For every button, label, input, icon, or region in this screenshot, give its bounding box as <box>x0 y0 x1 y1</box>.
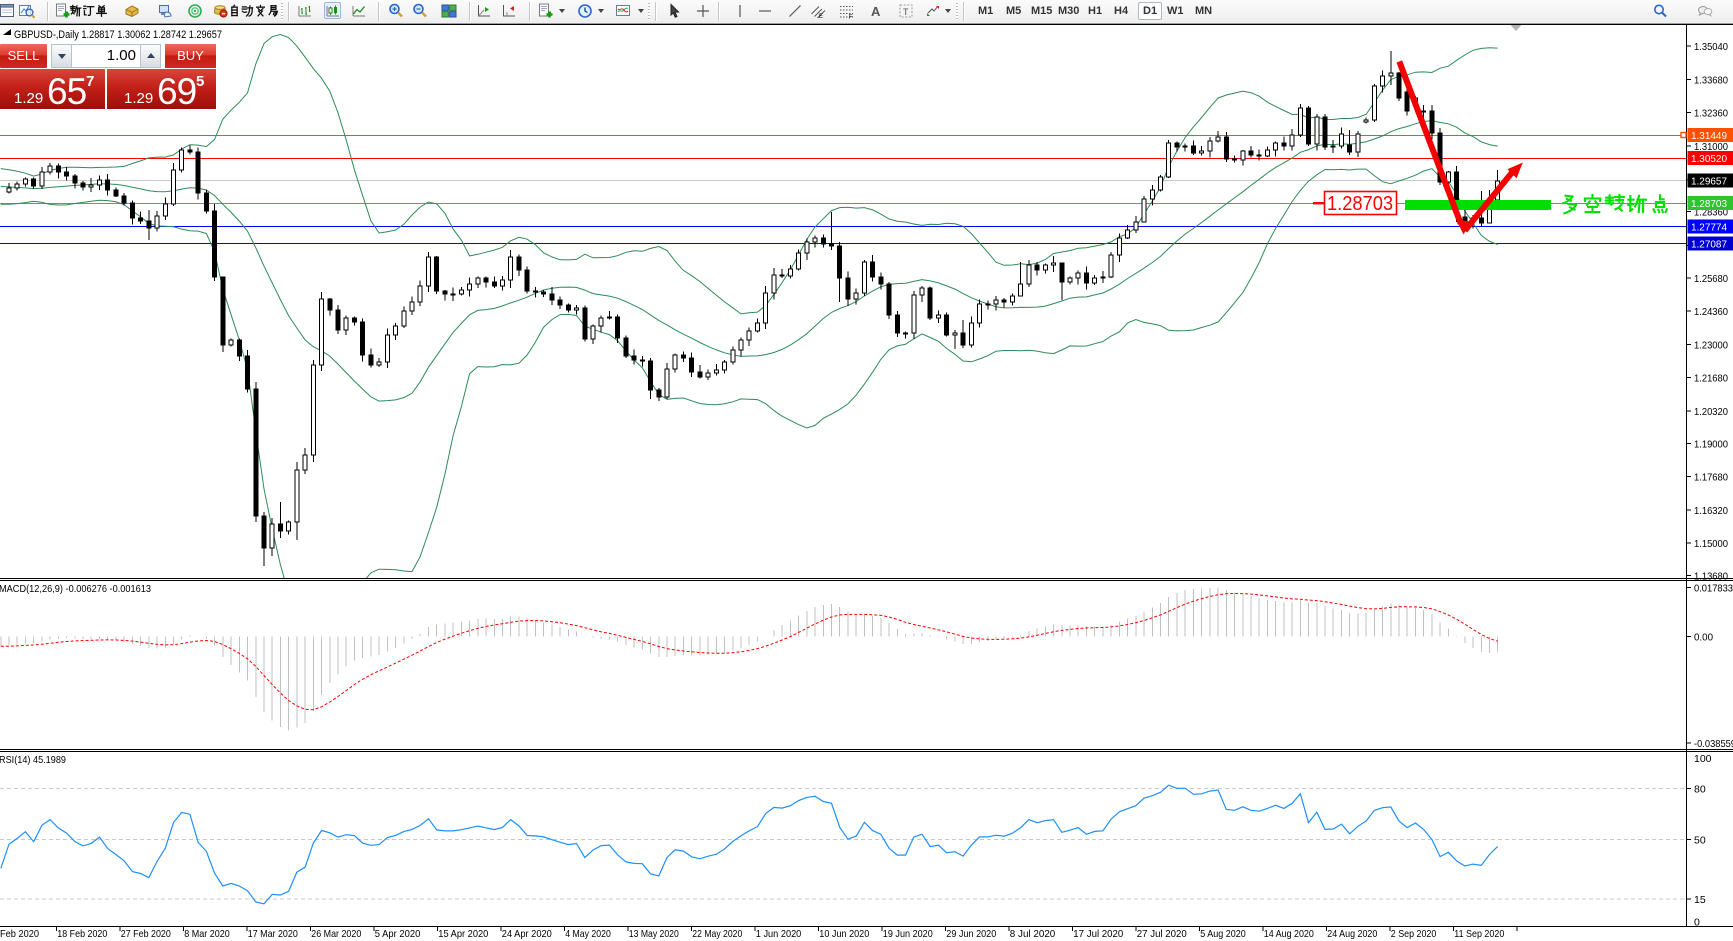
svg-text:1.23000: 1.23000 <box>1694 340 1728 352</box>
svg-text:1.19000: 1.19000 <box>1694 439 1728 451</box>
svg-text:27 Jul 2020: 27 Jul 2020 <box>1137 928 1187 940</box>
svg-text:T: T <box>903 7 909 17</box>
svg-text:100: 100 <box>1694 753 1712 765</box>
svg-text:1.20320: 1.20320 <box>1694 406 1728 418</box>
svg-text:24 Apr 2020: 24 Apr 2020 <box>502 928 552 940</box>
svg-text:5 Apr 2020: 5 Apr 2020 <box>375 928 421 940</box>
svg-text:8 Mar 2020: 8 Mar 2020 <box>184 928 230 940</box>
svg-text:1.31449: 1.31449 <box>1691 130 1727 142</box>
svg-text:1.25680: 1.25680 <box>1694 273 1728 285</box>
svg-text:22 May 2020: 22 May 2020 <box>692 928 742 940</box>
svg-text:RSI(14) 45.1989: RSI(14) 45.1989 <box>0 754 66 766</box>
svg-text:26 Mar 2020: 26 Mar 2020 <box>311 928 361 940</box>
svg-text:14 Aug 2020: 14 Aug 2020 <box>1264 928 1314 940</box>
svg-text:11 Sep 2020: 11 Sep 2020 <box>1454 928 1504 940</box>
svg-text:1.13680: 1.13680 <box>1694 571 1728 583</box>
svg-text:1.17680: 1.17680 <box>1694 472 1728 484</box>
svg-text:15: 15 <box>1694 894 1706 906</box>
svg-text:F: F <box>849 15 853 20</box>
svg-text:0.017833: 0.017833 <box>1694 582 1733 594</box>
svg-text:1.15000: 1.15000 <box>1694 538 1728 550</box>
svg-text:Feb 2020: Feb 2020 <box>0 928 39 940</box>
svg-text:1.21680: 1.21680 <box>1694 372 1728 384</box>
svg-text:1 Jun 2020: 1 Jun 2020 <box>756 928 802 940</box>
svg-text:E: E <box>819 14 823 19</box>
svg-text:1.31000: 1.31000 <box>1694 141 1728 153</box>
svg-text:0: 0 <box>1694 917 1700 929</box>
svg-text:5 Aug 2020: 5 Aug 2020 <box>1200 928 1246 940</box>
svg-text:1.24360: 1.24360 <box>1694 306 1728 318</box>
svg-text:13 May 2020: 13 May 2020 <box>629 928 679 940</box>
svg-text:1.27087: 1.27087 <box>1691 239 1727 251</box>
svg-text:8 Jul 2020: 8 Jul 2020 <box>1010 928 1056 940</box>
svg-text:0.00: 0.00 <box>1694 632 1713 644</box>
svg-text:24 Aug 2020: 24 Aug 2020 <box>1327 928 1377 940</box>
svg-text:GBPUSD-,Daily 1.28817 1.30062: GBPUSD-,Daily 1.28817 1.30062 1.28742 1.… <box>14 29 222 41</box>
svg-text:1.32360: 1.32360 <box>1694 107 1728 119</box>
svg-text:17 Jul 2020: 17 Jul 2020 <box>1073 928 1123 940</box>
svg-text:1.16320: 1.16320 <box>1694 505 1728 517</box>
svg-text:19 Jun 2020: 19 Jun 2020 <box>883 928 933 940</box>
svg-text:4 May 2020: 4 May 2020 <box>565 928 611 940</box>
svg-text:1.30520: 1.30520 <box>1691 153 1727 165</box>
svg-text:15 Apr 2020: 15 Apr 2020 <box>438 928 488 940</box>
svg-text:MACD(12,26,9) -0.006276 -0.001: MACD(12,26,9) -0.006276 -0.001613 <box>0 583 151 595</box>
svg-text:1.28703: 1.28703 <box>1691 198 1727 210</box>
svg-text:18 Feb 2020: 18 Feb 2020 <box>57 928 107 940</box>
svg-text:1.27774: 1.27774 <box>1691 222 1727 234</box>
svg-text:27 Feb 2020: 27 Feb 2020 <box>121 928 171 940</box>
svg-text:1.33680: 1.33680 <box>1694 75 1728 87</box>
svg-text:-0.038559: -0.038559 <box>1694 738 1733 750</box>
svg-text:29 Jun 2020: 29 Jun 2020 <box>946 928 996 940</box>
svg-text:2 Sep 2020: 2 Sep 2020 <box>1391 928 1437 940</box>
svg-text:1.35040: 1.35040 <box>1694 41 1728 53</box>
svg-text:80: 80 <box>1694 784 1706 796</box>
svg-text:1.29657: 1.29657 <box>1691 176 1727 188</box>
svg-text:1.28703: 1.28703 <box>1327 193 1393 215</box>
svg-text:50: 50 <box>1694 834 1706 846</box>
svg-text:10 Jun 2020: 10 Jun 2020 <box>819 928 869 940</box>
svg-text:17 Mar 2020: 17 Mar 2020 <box>248 928 298 940</box>
